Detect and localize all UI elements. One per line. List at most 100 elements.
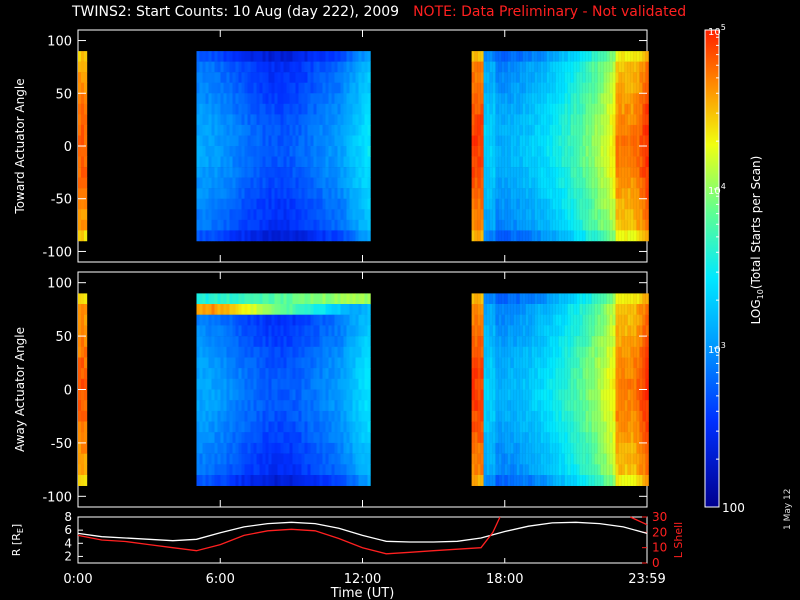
heatmap-cell — [220, 314, 224, 326]
heatmap-cell — [232, 325, 236, 337]
heatmap-cell — [558, 177, 562, 189]
heatmap-cell — [226, 421, 230, 433]
heatmap-cell — [588, 400, 592, 412]
heatmap-cell — [322, 314, 326, 326]
heatmap-cell — [621, 177, 625, 189]
heatmap-cell — [513, 389, 517, 401]
heatmap-cell — [274, 304, 278, 315]
heatmap-cell — [283, 209, 287, 221]
heatmap-cell — [367, 72, 371, 84]
heatmap-cell — [516, 114, 520, 126]
heatmap-cell — [271, 325, 275, 337]
heatmap-cell — [612, 421, 616, 433]
heatmap-cell — [627, 188, 631, 200]
heatmap-cell — [343, 464, 347, 476]
heatmap-cell — [214, 293, 218, 305]
heatmap-cell — [588, 219, 592, 231]
heatmap-cell — [537, 72, 541, 84]
heatmap-cell — [313, 378, 317, 390]
heatmap-cell — [639, 400, 643, 412]
heatmap-cell — [597, 51, 601, 62]
heatmap-cell — [561, 61, 565, 73]
heatmap-cell — [220, 114, 224, 126]
heatmap-cell — [585, 432, 589, 444]
heatmap-cell — [256, 293, 260, 305]
heatmap-cell — [313, 177, 317, 189]
heatmap-cell — [555, 442, 559, 454]
heatmap-cell — [298, 114, 302, 126]
heatmap-cell — [477, 357, 481, 369]
heatmap-cell — [289, 325, 293, 337]
heatmap-cell — [498, 146, 502, 157]
heatmap-cell — [334, 230, 338, 242]
heatmap-cell — [223, 103, 227, 115]
heatmap-cell — [516, 346, 520, 358]
heatmap-cell — [367, 135, 371, 147]
heatmap-cell — [265, 464, 269, 476]
heatmap-cell — [543, 135, 547, 147]
heatmap-cell — [337, 453, 341, 465]
heatmap-cell — [217, 198, 221, 210]
heatmap-cell — [486, 432, 490, 444]
heatmap-cell — [205, 72, 209, 84]
heatmap-cell — [471, 293, 475, 305]
heatmap-cell — [597, 146, 601, 157]
heatmap-cell — [328, 421, 332, 433]
heatmap-cell — [268, 146, 272, 157]
heatmap-cell — [594, 346, 598, 358]
heatmap-cell — [277, 167, 281, 178]
heatmap-cell — [81, 114, 85, 126]
heatmap-cell — [244, 51, 248, 62]
heatmap-cell — [555, 475, 559, 486]
heatmap-cell — [612, 103, 616, 115]
heatmap-cell — [588, 293, 592, 305]
heatmap-cell — [585, 400, 589, 412]
heatmap-cell — [292, 453, 296, 465]
heatmap-cell — [262, 188, 266, 200]
heatmap-cell — [274, 368, 278, 380]
heatmap-cell — [498, 304, 502, 315]
heatmap-cell — [292, 304, 296, 315]
heatmap-cell — [316, 51, 320, 62]
heatmap-cell — [621, 146, 625, 157]
heatmap-cell — [474, 51, 478, 62]
heatmap-cell — [636, 314, 640, 326]
heatmap-cell — [627, 410, 631, 422]
heatmap-cell — [226, 146, 230, 157]
heatmap-cell — [352, 368, 356, 380]
heatmap-cell — [313, 453, 317, 465]
heatmap-cell — [343, 293, 347, 305]
heatmap-cell — [501, 82, 505, 94]
heatmap-cell — [516, 400, 520, 412]
heatmap-cell — [217, 82, 221, 94]
heatmap-cell — [247, 146, 251, 157]
heatmap-cell — [265, 124, 269, 136]
heatmap-cell — [202, 124, 206, 136]
heatmap-cell — [265, 188, 269, 200]
heatmap-cell — [495, 219, 499, 231]
warning-text: NOTE: Data Preliminary - Not validated — [413, 4, 687, 20]
heatmap-cell — [492, 475, 496, 486]
heatmap-cell — [483, 293, 487, 305]
heatmap-cell — [588, 304, 592, 315]
heatmap-cell — [585, 357, 589, 369]
heatmap-cell — [322, 146, 326, 157]
heatmap-cell — [579, 188, 583, 200]
heatmap-cell — [316, 219, 320, 231]
heatmap-cell — [540, 421, 544, 433]
heatmap-cell — [358, 209, 362, 221]
heatmap-cell — [295, 421, 299, 433]
heatmap-cell — [558, 357, 562, 369]
heatmap-cell — [244, 421, 248, 433]
heatmap-cell — [250, 114, 254, 126]
heatmap-cell — [540, 368, 544, 380]
heatmap-cell — [334, 368, 338, 380]
heatmap-cell — [570, 135, 574, 147]
heatmap-cell — [367, 336, 371, 348]
heatmap-cell — [274, 378, 278, 390]
heatmap-cell — [349, 421, 353, 433]
heatmap-cell — [349, 177, 353, 189]
heatmap-cell — [489, 378, 493, 390]
heatmap-cell — [495, 389, 499, 401]
heatmap-cell — [196, 124, 200, 136]
